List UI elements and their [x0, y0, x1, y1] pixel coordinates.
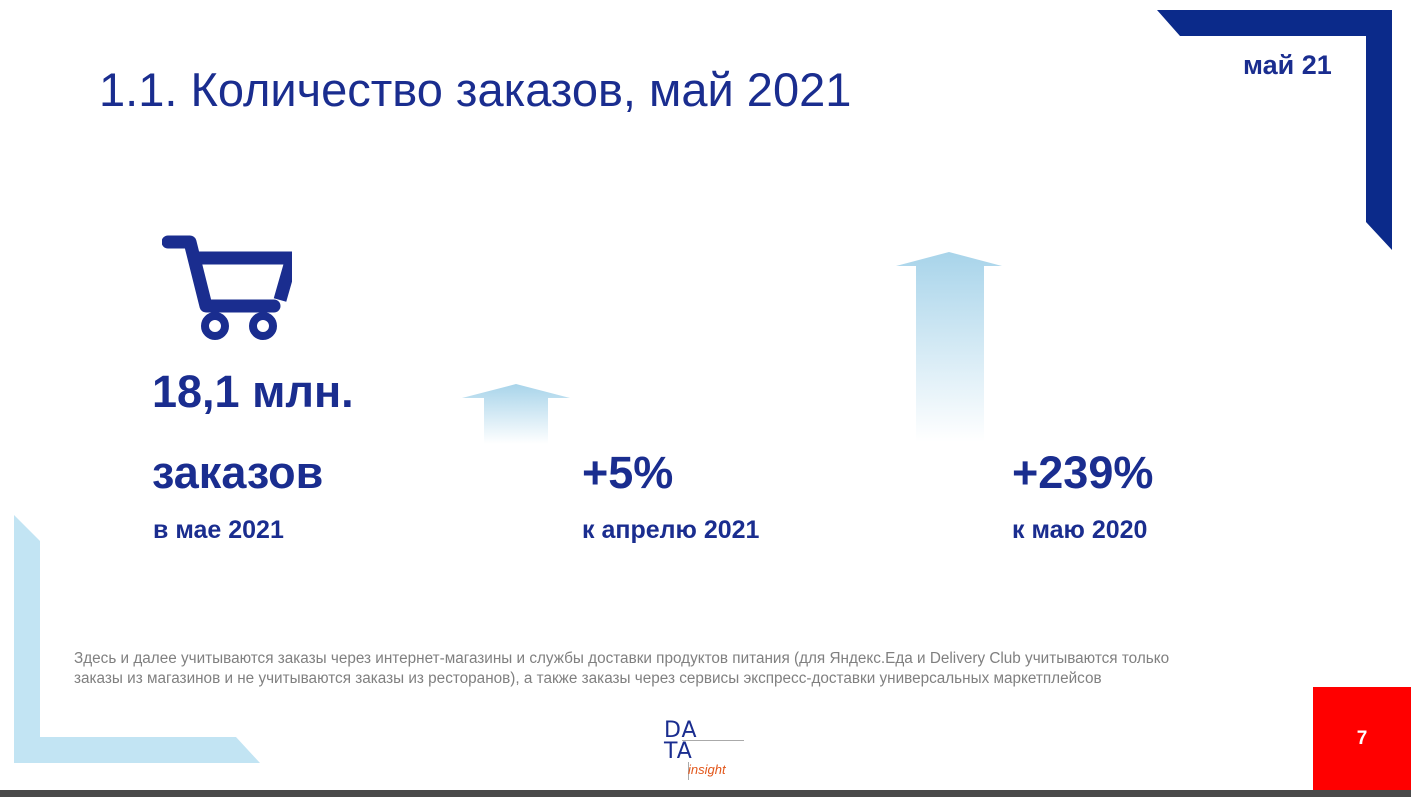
- page-number: 7: [1356, 727, 1368, 749]
- metric-orders-unit: заказов: [152, 447, 324, 498]
- metric-month-growth-value: +5%: [582, 447, 674, 498]
- corner-decoration-top-right: [1157, 10, 1392, 250]
- data-insight-logo: DA TA insight: [662, 720, 744, 782]
- metric-orders-value: 18,1 млн.: [152, 366, 354, 417]
- metric-year-growth-caption: к маю 2020: [1012, 516, 1148, 544]
- logo-subtitle: insight: [688, 762, 726, 777]
- shopping-cart-icon: [162, 235, 292, 340]
- corner-decoration-bottom-left: [14, 515, 260, 763]
- up-arrow-icon: [896, 252, 1002, 442]
- bottom-bar: [0, 790, 1411, 797]
- period-label: май 21: [1243, 50, 1332, 80]
- footnote: Здесь и далее учитываются заказы через и…: [74, 650, 1170, 687]
- metric-year-growth-value: +239%: [1012, 447, 1154, 498]
- up-arrow-icon: [462, 384, 570, 444]
- logo-line-1: DA: [664, 718, 698, 743]
- slide-title: 1.1. Количество заказов, май 2021: [99, 63, 852, 116]
- page-number-badge: 7: [1313, 687, 1411, 790]
- metric-orders-caption: в мае 2021: [153, 516, 284, 544]
- metric-month-growth-caption: к апрелю 2021: [582, 516, 760, 544]
- logo-line-2: TA: [664, 739, 693, 764]
